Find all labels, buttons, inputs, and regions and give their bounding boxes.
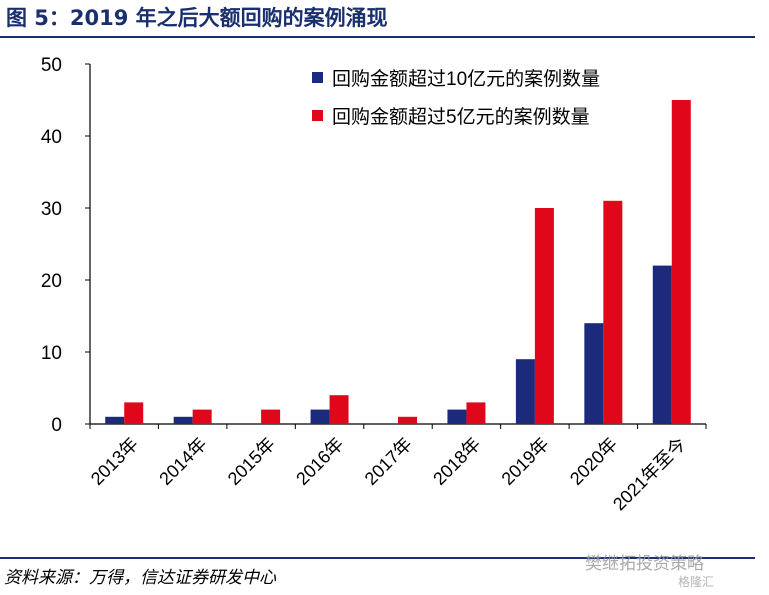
bar-series2 [192, 409, 212, 424]
title-underline [0, 36, 755, 38]
x-tick-label: 2015年 [224, 434, 279, 489]
bar-series1 [105, 416, 125, 424]
y-tick-label: 40 [41, 127, 62, 148]
y-tick-label: 10 [41, 343, 62, 364]
legend-label: 回购金额超过10亿元的案例数量 [332, 68, 600, 90]
watermark-text: 樊继拓投资策略 [585, 554, 704, 574]
bar-series2 [534, 208, 554, 424]
source-note: 资料来源：万得，信达证券研发中心 [4, 568, 276, 588]
bar-chart: 0 10 20 30 40 50 2013年 2014年 2015年 2016年 2017年 2018… [41, 55, 707, 515]
x-tick-label: 2018年 [429, 434, 484, 489]
x-tick-label: 2020年 [566, 434, 621, 489]
bar-series2 [124, 402, 144, 424]
y-tick-label: 20 [41, 271, 62, 292]
y-tick-label: 30 [41, 199, 62, 220]
bar-series2 [671, 100, 691, 424]
bar-series1 [310, 409, 330, 424]
x-tick-label: 2021年至今 [609, 434, 690, 515]
legend-swatch [312, 72, 323, 83]
bar-series1 [584, 323, 604, 424]
x-tick-label: 2016年 [292, 434, 347, 489]
bar-series1 [173, 416, 193, 424]
x-tick-label: 2013年 [87, 434, 142, 489]
bar-series2 [603, 200, 623, 424]
bar-series2 [329, 395, 349, 424]
footer-rule [0, 557, 755, 559]
watermark-subtext: 格隆汇 [678, 575, 715, 589]
bar-series1 [515, 359, 535, 424]
x-tick-label: 2014年 [155, 434, 210, 489]
y-tick-label: 50 [41, 55, 62, 76]
bar-series2 [261, 409, 281, 424]
x-tick-label: 2019年 [498, 434, 553, 489]
figure-title: 图 5：2019 年之后大额回购的案例涌现 [6, 6, 388, 30]
bar-series1 [447, 409, 467, 424]
bar-series1 [652, 265, 672, 424]
bar-series2 [466, 402, 486, 424]
x-tick-label: 2017年 [361, 434, 416, 489]
y-tick-label: 0 [51, 415, 62, 436]
legend-swatch [312, 110, 323, 121]
bar-series2 [398, 416, 417, 424]
legend-label: 回购金额超过5亿元的案例数量 [332, 106, 590, 128]
chart-bars [105, 100, 691, 424]
